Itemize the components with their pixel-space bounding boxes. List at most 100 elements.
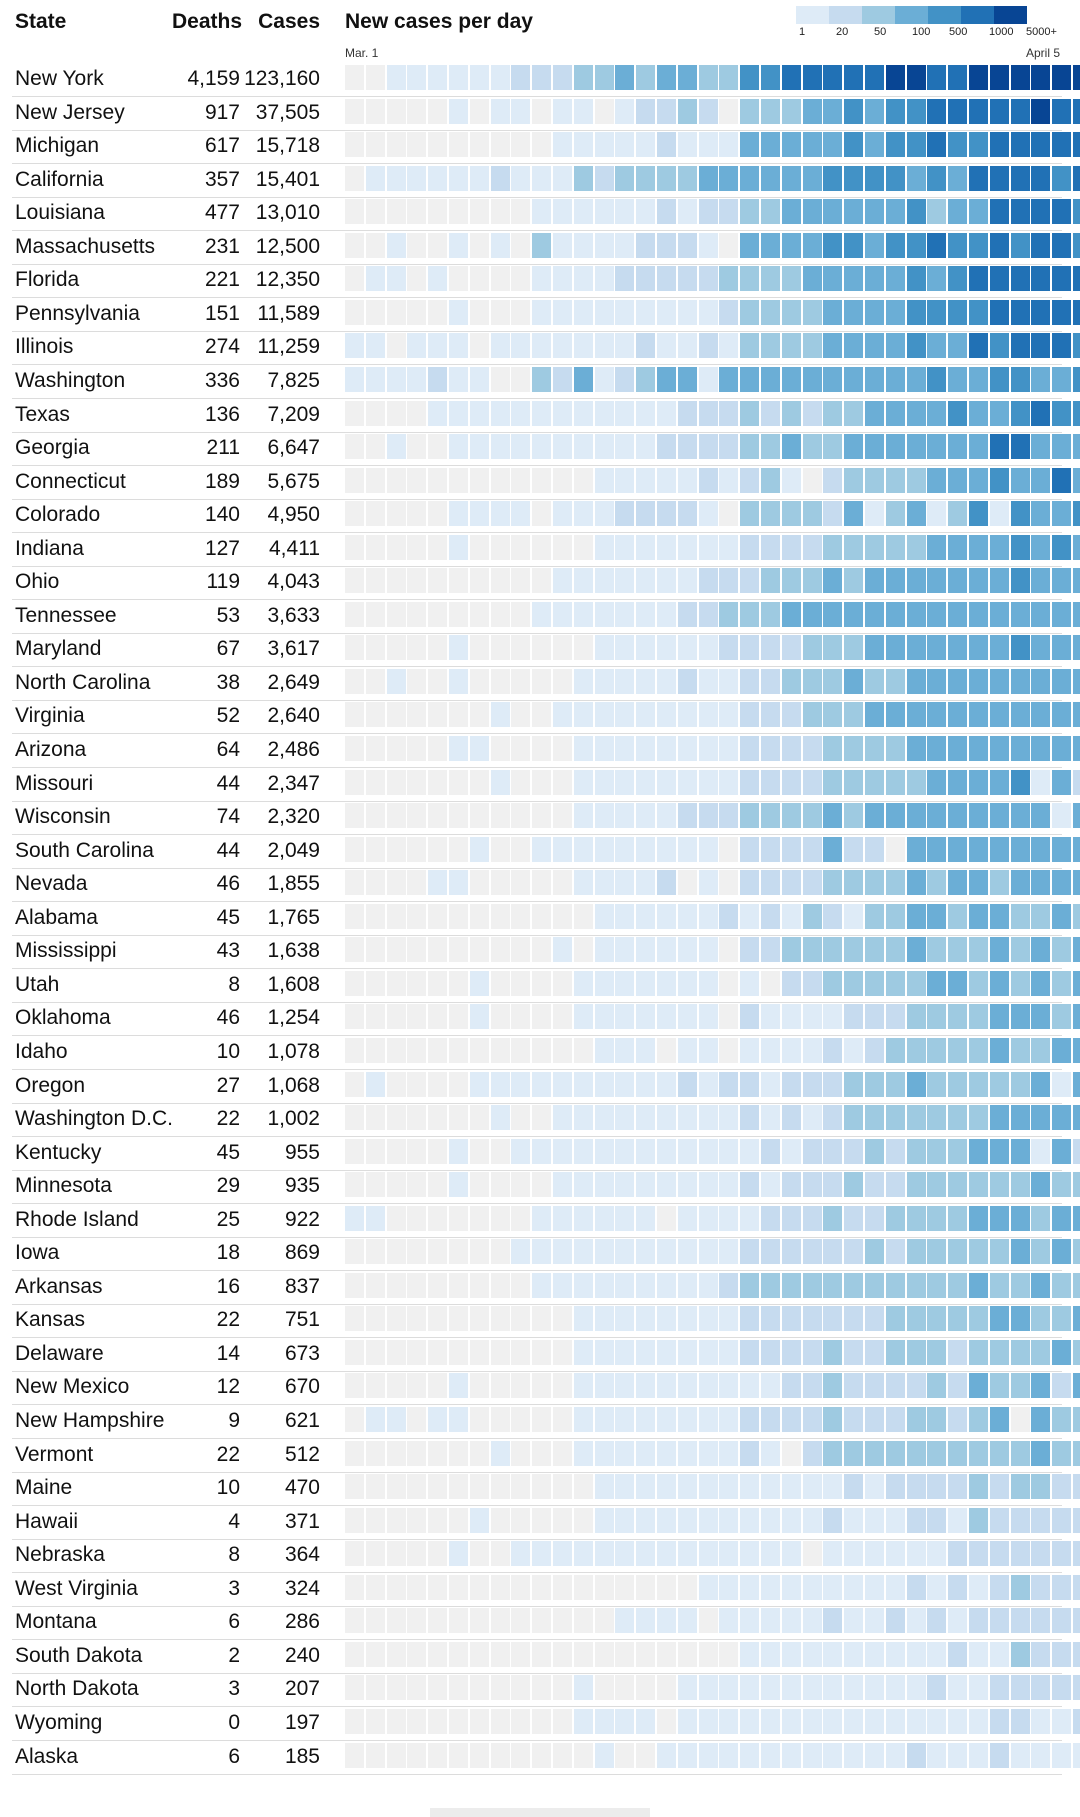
heatmap-cell xyxy=(1031,1272,1051,1298)
heatmap-cell xyxy=(428,668,448,694)
heatmap-cell xyxy=(761,601,780,627)
heatmap-cell xyxy=(490,1641,510,1667)
heatmap-cell xyxy=(1073,1004,1080,1030)
heatmap-cell xyxy=(490,1004,510,1030)
heatmap-cell xyxy=(906,1407,926,1432)
heatmap-cell xyxy=(865,601,884,627)
heatmap-cell xyxy=(553,1507,572,1533)
heatmap-cell xyxy=(532,668,552,694)
table-row: New Jersey 917 37,505 xyxy=(12,96,1080,131)
heatmap-cell xyxy=(761,400,780,426)
heatmap-cell xyxy=(511,736,531,761)
heatmap-cell xyxy=(802,1272,822,1298)
heatmap-cell xyxy=(969,1440,988,1466)
heatmap-cell xyxy=(948,635,968,661)
heatmap-cell xyxy=(906,1574,926,1600)
heatmap-cell xyxy=(844,434,864,459)
heatmap-cell xyxy=(615,400,635,426)
heatmap-cell xyxy=(781,1172,801,1198)
table-row: Illinois 274 11,259 xyxy=(12,330,1080,366)
heatmap-cell xyxy=(740,1608,760,1634)
heatmap-cell xyxy=(386,1407,406,1432)
heatmap-cell xyxy=(906,937,926,963)
heatmap-cell xyxy=(1073,937,1080,963)
heatmap-cell xyxy=(657,1172,676,1198)
heatmap-cell xyxy=(1010,1708,1030,1734)
heatmap-cell xyxy=(906,501,926,527)
state-name: Michigan xyxy=(15,134,100,158)
cases-value: 13,010 xyxy=(255,201,320,225)
heatmap-cell xyxy=(823,501,843,527)
heatmap-cell xyxy=(740,232,760,258)
heatmap-cell xyxy=(781,1541,801,1567)
heatmap-cell xyxy=(553,434,572,459)
heatmap-cell xyxy=(449,1641,468,1667)
heatmap-cell xyxy=(844,266,864,292)
heatmap-cell xyxy=(407,199,427,225)
deaths-value: 357 xyxy=(204,167,240,191)
heatmap-cell xyxy=(865,1205,884,1231)
heatmap-cell xyxy=(532,132,552,158)
heatmap-cell xyxy=(865,1239,884,1265)
deaths-value: 617 xyxy=(204,134,240,158)
heatmap-cell xyxy=(781,803,801,829)
heatmap-cell xyxy=(865,65,884,90)
heatmap-cell xyxy=(927,165,947,191)
heatmap-cell xyxy=(428,132,448,158)
deaths-value: 6 xyxy=(228,1744,240,1768)
heatmap-cell xyxy=(781,132,801,158)
heatmap-cell xyxy=(885,1105,905,1130)
heatmap-cell xyxy=(740,1507,760,1533)
heatmap-cell xyxy=(636,199,656,225)
heatmap-cell xyxy=(1052,568,1072,594)
heatmap-cell xyxy=(511,1742,531,1768)
heatmap-cell xyxy=(906,1272,926,1298)
cases-value: 207 xyxy=(284,1677,320,1701)
heatmap-cell xyxy=(1031,1608,1051,1634)
heatmap-cell xyxy=(802,870,822,896)
heatmap-cell xyxy=(594,1272,614,1298)
heatmap-cell xyxy=(386,333,406,359)
heatmap-cell xyxy=(1031,1541,1051,1567)
heatmap-cell xyxy=(948,1172,968,1198)
heatmap-cell xyxy=(844,1205,864,1231)
deaths-value: 18 xyxy=(216,1241,240,1265)
heatmap-cell xyxy=(511,668,531,694)
heatmap-cell xyxy=(636,299,656,325)
heatmap-cell xyxy=(969,903,988,929)
heatmap-cell xyxy=(1010,1138,1030,1164)
heatmap-cell xyxy=(636,1541,656,1567)
state-name: Idaho xyxy=(15,1039,68,1063)
heatmap-cell xyxy=(698,1474,718,1500)
heatmap-cell xyxy=(1031,1138,1051,1164)
table-row: Iowa 18 869 xyxy=(12,1236,1080,1272)
heatmap-cell xyxy=(698,1507,718,1533)
heatmap-cell xyxy=(865,1742,884,1768)
heatmap-cell xyxy=(1010,1541,1030,1567)
heatmap-cell xyxy=(365,299,385,325)
heatmap-cell xyxy=(719,199,739,225)
heatmap-cell xyxy=(345,1306,364,1332)
heatmap-cell xyxy=(927,1272,947,1298)
heatmap-cell xyxy=(844,232,864,258)
heatmap-cell xyxy=(553,702,572,728)
heatmap-cell xyxy=(1010,1339,1030,1365)
heatmap-cell xyxy=(698,1037,718,1063)
show-more-bar[interactable] xyxy=(430,1808,650,1817)
state-name: Florida xyxy=(15,268,80,292)
heatmap-cell xyxy=(802,501,822,527)
heatmap-cell xyxy=(1052,1172,1072,1198)
heatmap-cell xyxy=(573,1339,593,1365)
heatmap-cell xyxy=(719,1071,739,1097)
heatmap-cell xyxy=(1073,232,1080,258)
heatmap-cell xyxy=(1010,736,1030,761)
heatmap-cell xyxy=(989,1105,1009,1130)
heatmap-cell xyxy=(511,333,531,359)
heatmap-cell xyxy=(969,736,988,761)
heatmap-cell xyxy=(969,165,988,191)
heatmap-cell xyxy=(906,400,926,426)
heatmap-cell xyxy=(761,1205,780,1231)
heatmap-cell xyxy=(844,937,864,963)
heatmap-cell xyxy=(1073,903,1080,929)
heatmap-cell xyxy=(761,736,780,761)
